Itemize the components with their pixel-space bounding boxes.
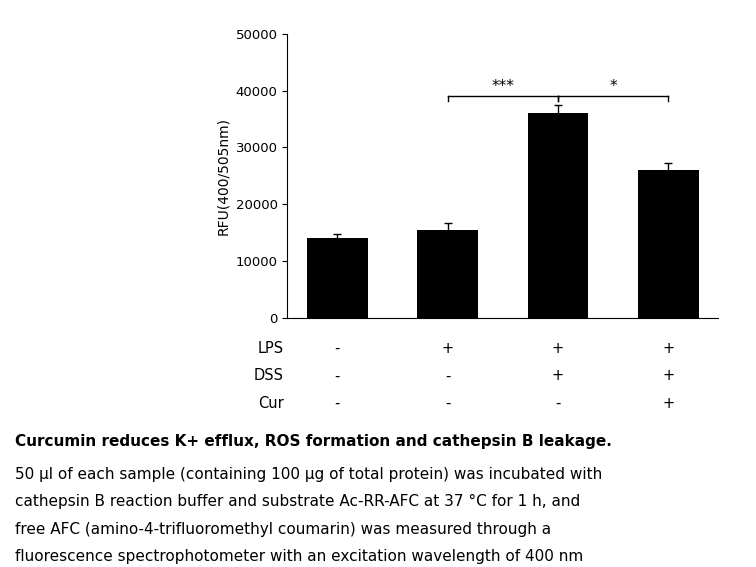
Text: free AFC (amino-4-trifluoromethyl coumarin) was measured through a: free AFC (amino-4-trifluoromethyl coumar… [15, 522, 551, 536]
Y-axis label: RFU(400/505nm): RFU(400/505nm) [216, 117, 230, 235]
Bar [307, 238, 367, 318]
Text: -: - [334, 369, 340, 383]
Text: +: + [662, 369, 674, 383]
Text: -: - [334, 396, 340, 411]
Text: +: + [552, 341, 564, 356]
Text: fluorescence spectrophotometer with an excitation wavelength of 400 nm: fluorescence spectrophotometer with an e… [15, 549, 584, 564]
Text: Cur: Cur [258, 396, 284, 411]
Text: +: + [662, 341, 674, 356]
Text: -: - [445, 396, 451, 411]
Text: ***: *** [491, 79, 514, 94]
Text: +: + [442, 341, 454, 356]
Text: -: - [445, 369, 451, 383]
Text: -: - [555, 396, 561, 411]
Text: +: + [552, 369, 564, 383]
Text: 50 μl of each sample (containing 100 μg of total protein) was incubated with: 50 μl of each sample (containing 100 μg … [15, 467, 603, 482]
Text: Curcumin reduces K+ efflux, ROS formation and cathepsin B leakage.: Curcumin reduces K+ efflux, ROS formatio… [15, 434, 612, 449]
Bar [417, 230, 478, 318]
Bar [528, 113, 588, 318]
Text: *: * [609, 79, 617, 94]
Text: DSS: DSS [253, 369, 284, 383]
Text: LPS: LPS [257, 341, 284, 356]
Text: cathepsin B reaction buffer and substrate Ac-RR-AFC at 37 °C for 1 h, and: cathepsin B reaction buffer and substrat… [15, 494, 581, 509]
Text: +: + [662, 396, 674, 411]
Bar [638, 170, 699, 318]
Text: -: - [334, 341, 340, 356]
